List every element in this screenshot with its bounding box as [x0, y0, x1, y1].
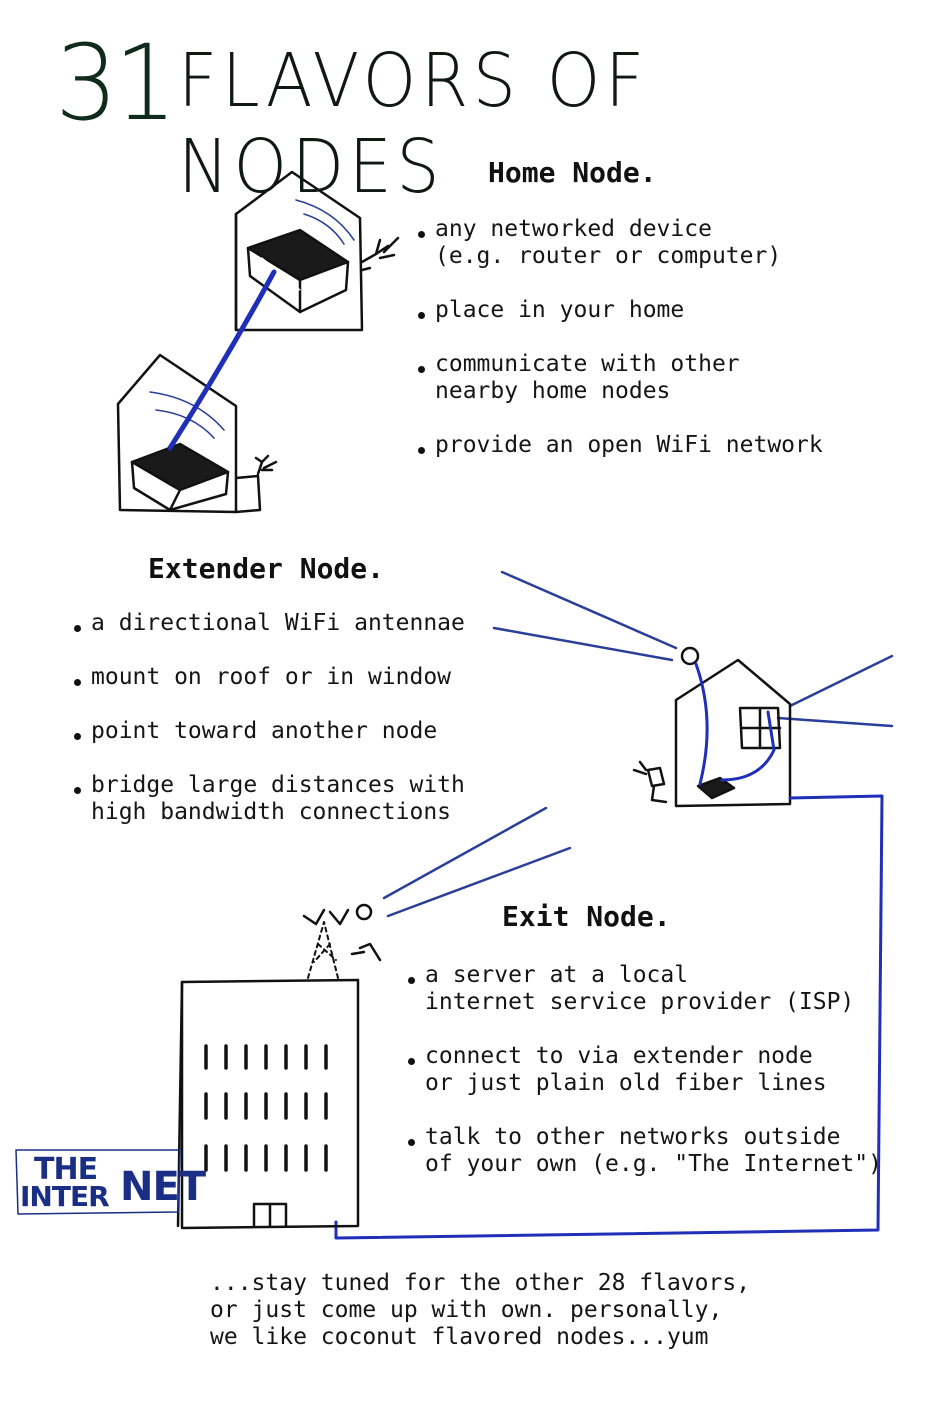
house-extender-node	[632, 646, 792, 808]
title: 31 FLAVORS OF NODES	[40, 20, 920, 210]
list-item: any networked device (e.g. router or com…	[418, 216, 918, 270]
title-number: 31	[55, 22, 177, 144]
title-text: FLAVORS OF NODES	[178, 38, 649, 210]
tower-antennas	[302, 903, 382, 962]
cable-extender-window	[720, 710, 776, 782]
list-item: place in your home	[418, 297, 918, 324]
footer-note: ...stay tuned for the other 28 flavors, …	[210, 1270, 751, 1350]
router-lower	[130, 442, 230, 512]
internet-sign-line1: THE	[34, 1152, 98, 1187]
extender-node-list: a directional WiFi antennae mount on roo…	[74, 610, 504, 853]
home-node-heading: Home Node.	[488, 156, 657, 189]
router-extender	[696, 776, 736, 800]
house-lower-home-node	[116, 353, 278, 514]
internet-sign-line2b: NET	[120, 1164, 206, 1210]
extender-signal-beams	[382, 570, 894, 918]
fiber-line	[334, 794, 884, 1240]
list-item: talk to other networks outside of your o…	[408, 1124, 924, 1178]
exit-node-heading: Exit Node.	[502, 900, 671, 933]
router-upper	[246, 228, 350, 314]
list-item: point toward another node	[74, 718, 504, 745]
antenna-tower	[307, 921, 339, 979]
cable-extender-antenna	[694, 662, 709, 786]
house-upper-home-node	[234, 170, 400, 332]
home-node-list: any networked device (e.g. router or com…	[418, 216, 918, 486]
list-item: a server at a local internet service pro…	[408, 962, 924, 1016]
extender-node-heading: Extender Node.	[148, 552, 385, 585]
exit-node-list: a server at a local internet service pro…	[408, 962, 924, 1205]
list-item: connect to via extender node or just pla…	[408, 1043, 924, 1097]
list-item: provide an open WiFi network	[418, 432, 918, 459]
list-item: a directional WiFi antennae	[74, 610, 504, 637]
cable-home-to-home	[167, 269, 277, 451]
internet-sign-outline	[15, 1149, 181, 1215]
list-item: bridge large distances with high bandwid…	[74, 772, 504, 826]
wifi-waves-lower	[149, 391, 225, 439]
list-item: communicate with other nearby home nodes	[418, 351, 918, 405]
internet-sign-line2a: INTER	[20, 1180, 110, 1213]
list-item: mount on roof or in window	[74, 664, 504, 691]
wifi-waves-upper	[295, 199, 355, 245]
